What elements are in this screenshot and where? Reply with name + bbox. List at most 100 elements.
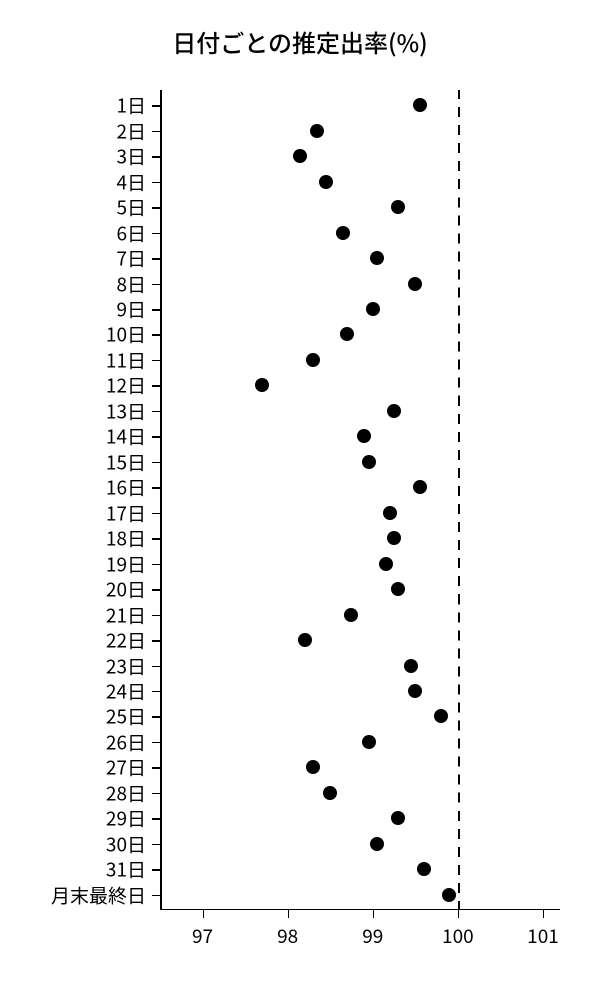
x-tick-label: 101 — [527, 922, 559, 949]
y-tick — [152, 462, 160, 464]
y-tick — [152, 411, 160, 413]
data-point — [413, 98, 427, 112]
y-tick — [152, 869, 160, 871]
x-tick-label: 97 — [192, 922, 213, 949]
y-tick-label: 4日 — [116, 168, 146, 195]
data-point — [408, 277, 422, 291]
y-tick — [152, 513, 160, 515]
y-axis-line — [160, 90, 162, 910]
data-point — [417, 862, 431, 876]
data-point — [366, 302, 380, 316]
y-tick — [152, 182, 160, 184]
y-tick — [152, 284, 160, 286]
data-point — [357, 429, 371, 443]
data-point — [383, 506, 397, 520]
plot-area: 9798991001011日2日3日4日5日6日7日8日9日10日11日12日1… — [160, 90, 560, 910]
x-tick — [373, 910, 375, 918]
y-tick-label: 20日 — [106, 576, 146, 603]
y-tick-label: 25日 — [106, 703, 146, 730]
data-point — [362, 455, 376, 469]
data-point — [387, 531, 401, 545]
x-tick — [458, 910, 460, 918]
y-tick-label: 30日 — [106, 830, 146, 857]
y-tick-label: 26日 — [106, 728, 146, 755]
y-tick-label: 24日 — [106, 677, 146, 704]
y-tick — [152, 207, 160, 209]
y-tick-label: 22日 — [106, 627, 146, 654]
data-point — [391, 811, 405, 825]
data-point — [293, 149, 307, 163]
data-point — [442, 888, 456, 902]
y-tick-label: 16日 — [106, 474, 146, 501]
data-point — [306, 353, 320, 367]
reference-line — [458, 90, 460, 910]
y-tick-label: 18日 — [106, 525, 146, 552]
y-tick — [152, 334, 160, 336]
y-tick — [152, 258, 160, 260]
data-point — [362, 735, 376, 749]
y-tick-label: 12日 — [106, 372, 146, 399]
y-tick-label: 23日 — [106, 652, 146, 679]
y-tick — [152, 309, 160, 311]
data-point — [370, 251, 384, 265]
y-tick-label: 3日 — [116, 143, 146, 170]
y-tick — [152, 487, 160, 489]
y-tick-label: 2日 — [116, 117, 146, 144]
y-tick-label: 9日 — [116, 296, 146, 323]
y-tick-label: 11日 — [106, 346, 146, 373]
y-tick — [152, 360, 160, 362]
x-tick-label: 98 — [277, 922, 298, 949]
y-tick — [152, 105, 160, 107]
data-point — [323, 786, 337, 800]
y-tick-label: 29日 — [106, 805, 146, 832]
y-tick — [152, 640, 160, 642]
y-tick-label: 15日 — [106, 448, 146, 475]
y-tick — [152, 156, 160, 158]
y-tick-label: 1日 — [116, 92, 146, 119]
x-axis-line — [160, 909, 560, 911]
data-point — [379, 557, 393, 571]
x-tick-label: 99 — [362, 922, 383, 949]
x-tick — [288, 910, 290, 918]
data-point — [391, 200, 405, 214]
y-tick — [152, 818, 160, 820]
y-tick — [152, 538, 160, 540]
data-point — [336, 226, 350, 240]
y-tick-label: 7日 — [116, 245, 146, 272]
y-tick-label: 31日 — [106, 856, 146, 883]
data-point — [387, 404, 401, 418]
x-tick — [543, 910, 545, 918]
y-tick — [152, 767, 160, 769]
data-point — [391, 582, 405, 596]
y-tick — [152, 793, 160, 795]
y-tick — [152, 691, 160, 693]
y-tick — [152, 233, 160, 235]
y-tick-label: 6日 — [116, 219, 146, 246]
y-tick — [152, 666, 160, 668]
chart-container: 日付ごとの推定出率(%) 9798991001011日2日3日4日5日6日7日8… — [0, 0, 600, 1000]
y-tick-label: 28日 — [106, 779, 146, 806]
y-tick — [152, 844, 160, 846]
chart-title: 日付ごとの推定出率(%) — [0, 24, 600, 59]
y-tick-label: 17日 — [106, 499, 146, 526]
data-point — [413, 480, 427, 494]
y-tick — [152, 385, 160, 387]
y-tick-label: 5日 — [116, 194, 146, 221]
y-tick-label: 13日 — [106, 397, 146, 424]
y-tick — [152, 895, 160, 897]
y-tick-label: 21日 — [106, 601, 146, 628]
y-tick — [152, 564, 160, 566]
y-tick — [152, 742, 160, 744]
data-point — [340, 327, 354, 341]
y-tick-label: 19日 — [106, 550, 146, 577]
data-point — [434, 709, 448, 723]
y-tick-label: 27日 — [106, 754, 146, 781]
data-point — [404, 659, 418, 673]
data-point — [255, 378, 269, 392]
data-point — [344, 608, 358, 622]
data-point — [319, 175, 333, 189]
y-tick-label: 8日 — [116, 270, 146, 297]
data-point — [370, 837, 384, 851]
y-tick — [152, 131, 160, 133]
y-tick-label: 月末最終日 — [51, 881, 146, 908]
